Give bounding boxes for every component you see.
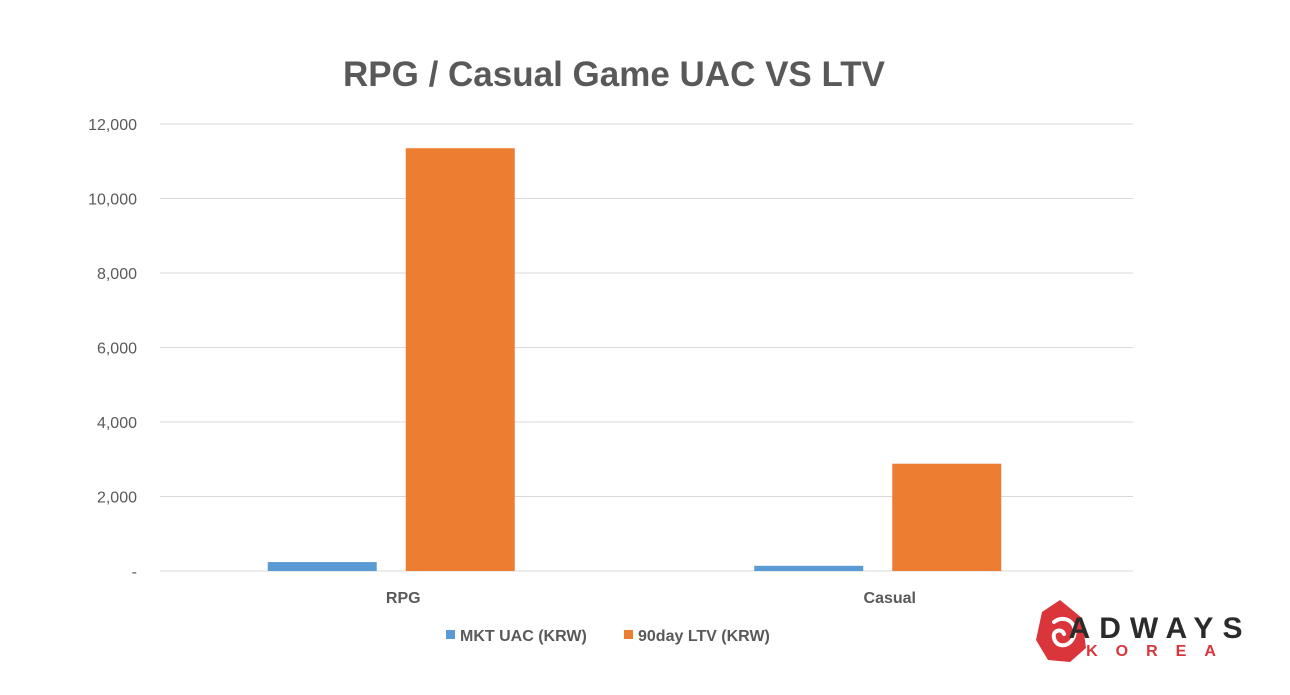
- adways-korea-logo: ADWAYS KOREA: [1036, 600, 1252, 662]
- legend-label: MKT UAC (KRW): [460, 628, 587, 645]
- bar-rpg-series-2: [405, 148, 515, 571]
- bar-casual-series-2: [892, 463, 1002, 571]
- y-tick-label: 2,000: [97, 490, 137, 507]
- x-tick-label: RPG: [386, 590, 421, 607]
- y-tick-label: 10,000: [88, 192, 137, 209]
- y-tick-label: -: [132, 564, 137, 581]
- y-tick-label: 6,000: [97, 341, 137, 358]
- bar-rpg-series-1: [267, 562, 377, 571]
- x-tick-label: Casual: [864, 590, 916, 607]
- chart-title: RPG / Casual Game UAC VS LTV: [343, 55, 886, 94]
- y-tick-label: 8,000: [97, 266, 137, 283]
- logo-mark-icon: [1036, 600, 1086, 662]
- gridlines: [160, 123, 1133, 572]
- legend-label: 90day LTV (KRW): [638, 628, 770, 645]
- x-axis: RPG Casual: [386, 590, 916, 607]
- legend-swatch: [446, 630, 455, 639]
- bar-casual-series-1: [754, 565, 864, 571]
- y-tick-label: 4,000: [97, 415, 137, 432]
- legend-swatch: [624, 630, 633, 639]
- legend: MKT UAC (KRW) 90day LTV (KRW): [446, 628, 770, 645]
- logo-text-adways: ADWAYS: [1069, 612, 1252, 645]
- y-axis: - 2,000 4,000 6,000 8,000 10,000 12,000: [88, 117, 137, 581]
- logo-text-korea: KOREA: [1086, 643, 1234, 660]
- bars: [267, 148, 1002, 571]
- y-tick-label: 12,000: [88, 117, 137, 134]
